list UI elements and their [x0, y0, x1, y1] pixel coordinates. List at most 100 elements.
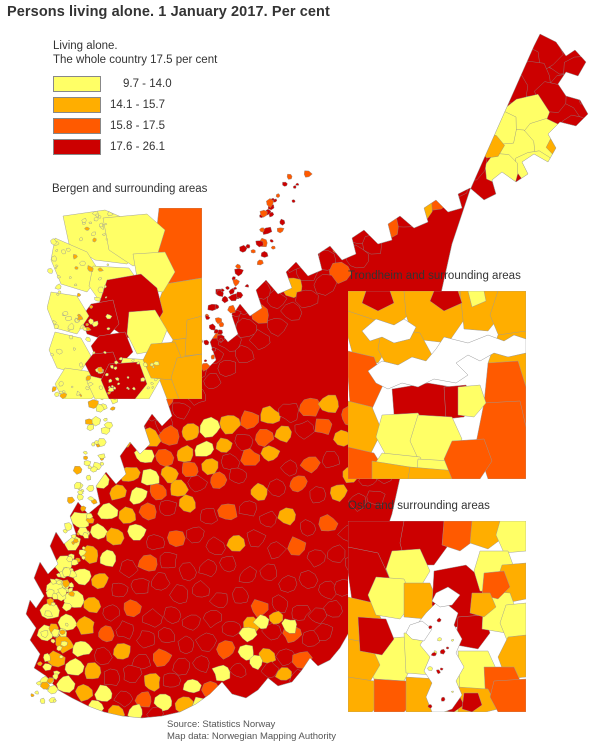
municipality-area — [30, 693, 35, 697]
municipality-area — [227, 304, 236, 314]
municipality-area — [271, 594, 288, 613]
municipality-area — [48, 677, 55, 685]
municipality-area — [81, 555, 86, 561]
municipality-area — [443, 438, 493, 479]
inset-title-bergen: Bergen and surrounding areas — [52, 183, 208, 195]
municipality-area — [155, 448, 175, 467]
municipality-area — [231, 310, 242, 317]
municipality-area — [51, 628, 60, 637]
municipality-area — [254, 429, 275, 447]
municipality-area — [85, 474, 92, 481]
municipality-area — [56, 275, 62, 279]
municipality-area — [95, 403, 105, 413]
municipality-area — [67, 587, 73, 593]
municipality-area — [130, 578, 150, 595]
municipality-area — [57, 587, 67, 597]
municipality-area — [88, 221, 93, 225]
municipality-area — [215, 289, 224, 297]
municipality-area — [270, 197, 275, 202]
municipality-area — [250, 599, 269, 618]
municipality-area — [159, 499, 178, 516]
municipality-area — [86, 424, 95, 432]
municipality-area — [119, 559, 139, 578]
municipality-area — [214, 317, 222, 325]
municipality-area — [240, 448, 260, 466]
municipality-area — [298, 397, 322, 417]
municipality-area — [76, 314, 84, 321]
municipality-area — [215, 288, 223, 296]
municipality-area — [377, 170, 403, 195]
municipality-area — [178, 562, 197, 582]
municipality-area — [516, 60, 552, 97]
bergen-municipalities — [47, 208, 202, 399]
municipality-area — [238, 627, 258, 643]
municipality-area — [129, 486, 148, 505]
municipality-area — [238, 565, 257, 584]
municipality-area — [89, 466, 98, 473]
municipality-area — [174, 696, 194, 714]
municipality-area — [204, 313, 210, 318]
municipality-area — [126, 417, 146, 436]
municipality-area — [178, 494, 196, 513]
municipality-area — [209, 323, 216, 331]
municipality-area — [95, 443, 101, 448]
municipality-area — [190, 696, 210, 716]
municipality-area — [75, 615, 95, 635]
municipality-area — [68, 335, 73, 340]
municipality-area — [95, 213, 99, 218]
municipality-area — [220, 288, 225, 293]
municipality-area — [109, 364, 114, 370]
municipality-area — [548, 73, 587, 103]
municipality-area — [278, 575, 298, 593]
municipality-area — [158, 425, 180, 446]
municipality-area — [91, 470, 110, 489]
municipality-area — [255, 240, 264, 248]
municipality-area — [282, 181, 288, 187]
municipality-area — [218, 332, 242, 352]
municipality-area — [182, 679, 202, 694]
municipality-area — [406, 197, 433, 219]
municipality-area — [219, 555, 237, 573]
municipality-area — [243, 616, 263, 636]
legend-item-class-4: 17.6 - 26.1 — [53, 136, 273, 157]
municipality-area — [61, 580, 71, 589]
inset-map-bergen — [47, 208, 202, 399]
municipality-area — [154, 414, 174, 433]
municipality-area — [53, 670, 61, 677]
municipality-area — [149, 362, 154, 367]
municipality-area — [105, 237, 108, 241]
municipality-area — [81, 491, 100, 509]
municipality-area — [146, 386, 151, 390]
municipality-area — [181, 461, 199, 477]
municipality-area — [74, 266, 79, 270]
municipality-area — [270, 245, 276, 250]
municipality-area — [201, 458, 219, 476]
municipality-area — [103, 351, 107, 355]
municipality-area — [61, 249, 67, 255]
municipality-area — [259, 213, 264, 218]
municipality-area — [318, 580, 340, 600]
municipality-area — [46, 677, 55, 684]
municipality-area — [281, 618, 297, 634]
municipality-area — [127, 523, 147, 541]
municipality-area — [57, 613, 78, 631]
municipality-area — [85, 322, 89, 327]
municipality-area — [202, 610, 222, 629]
municipality-area — [170, 479, 189, 497]
municipality-area — [207, 303, 217, 311]
municipality-area — [77, 527, 89, 537]
municipality-area — [139, 427, 162, 448]
municipality-area — [54, 391, 60, 397]
municipality-area — [275, 648, 297, 667]
municipality-area — [97, 267, 104, 272]
municipality-area — [260, 405, 282, 424]
municipality-area — [151, 572, 171, 591]
municipality-area — [136, 630, 155, 649]
municipality-area — [68, 569, 78, 578]
municipality-area — [348, 400, 383, 456]
municipality-area — [82, 450, 88, 455]
municipality-area — [235, 263, 242, 270]
municipality-area — [141, 403, 161, 422]
municipality-area — [248, 329, 271, 351]
municipality-area — [144, 673, 161, 692]
